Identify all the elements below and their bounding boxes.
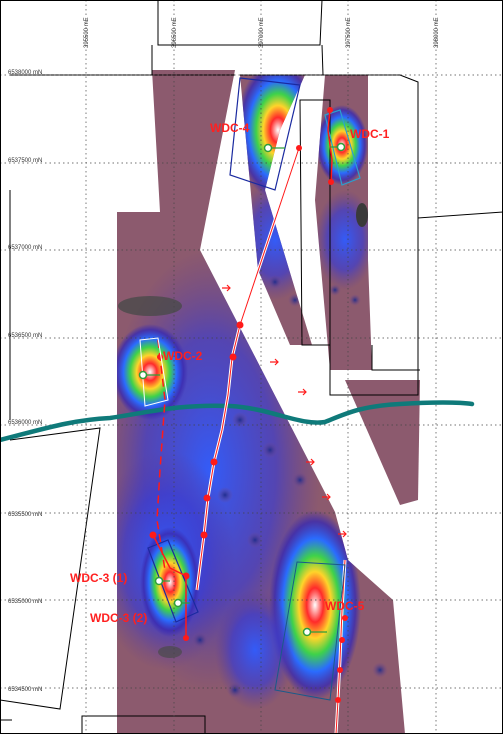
- anomaly-north: [240, 75, 312, 307]
- easting-label: 396500 mE: [172, 17, 178, 48]
- label-wdc3b: WDC-3 (2): [90, 611, 147, 625]
- collar-wdc1: [330, 142, 346, 152]
- northing-label: 6534500 mN: [8, 687, 42, 693]
- collar-wdc2: [138, 370, 160, 380]
- drillhole-endpoints: [183, 107, 334, 641]
- survey-traverse: [156, 147, 347, 734]
- easting-label: 395500 mE: [84, 17, 90, 48]
- label-wdc1: WDC-1: [350, 127, 390, 141]
- easting-label: 397000 mE: [259, 17, 265, 48]
- label-wdc2: WDC-2: [163, 349, 203, 363]
- flow-arrows: [222, 284, 347, 538]
- collar-wdc3b: [173, 598, 190, 608]
- northing-label: 6536000 mN: [8, 420, 42, 426]
- northing-label: 6535000 mN: [8, 599, 42, 605]
- northing-label: 6537500 mN: [8, 158, 42, 164]
- drillhole-traces: [152, 109, 333, 638]
- easting-label: 398000 mE: [434, 17, 440, 48]
- easting-labels: 395500 mE 396500 mE 397000 mE 397500 mE …: [84, 17, 440, 48]
- label-wdc3a: WDC-3 (1): [70, 571, 127, 585]
- northing-label: 6537000 mN: [8, 245, 42, 251]
- northing-label: 6538000 mN: [8, 70, 42, 76]
- river-line: [0, 400, 475, 443]
- collar-wdc3a: [154, 576, 170, 586]
- drillhole-labels: WDC-4 WDC-1 WDC-2 WDC-3 (1) WDC-3 (2) WD…: [70, 121, 390, 625]
- northing-label: 6535500 mN: [8, 512, 42, 518]
- collar-wdc5: [302, 627, 327, 637]
- northing-label: 6536500 mN: [8, 333, 42, 339]
- drill-collars: [138, 142, 346, 637]
- label-wdc4: WDC-4: [210, 121, 250, 135]
- easting-label: 397500 mE: [346, 17, 352, 48]
- hole-outlines: [139, 77, 361, 701]
- northing-labels: 6538000 mN 6537500 mN 6537000 mN 6536500…: [8, 70, 42, 693]
- collar-wdc4: [263, 143, 285, 153]
- label-wdc5: WDC-5: [325, 599, 365, 613]
